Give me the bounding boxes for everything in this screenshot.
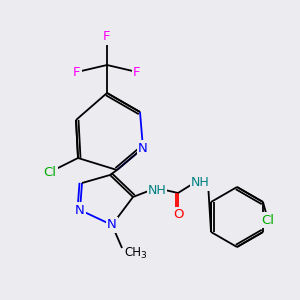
Text: 3: 3 — [140, 250, 146, 260]
Text: N: N — [138, 142, 148, 154]
Text: Cl: Cl — [262, 214, 275, 226]
Text: O: O — [173, 208, 183, 221]
Text: NH: NH — [148, 184, 166, 196]
Text: N: N — [75, 203, 85, 217]
Text: N: N — [107, 218, 117, 232]
Text: NH: NH — [190, 176, 209, 190]
Text: F: F — [73, 65, 81, 79]
Text: Cl: Cl — [44, 166, 56, 178]
Text: F: F — [133, 65, 141, 79]
Text: CH: CH — [124, 247, 141, 260]
Text: F: F — [103, 31, 111, 44]
